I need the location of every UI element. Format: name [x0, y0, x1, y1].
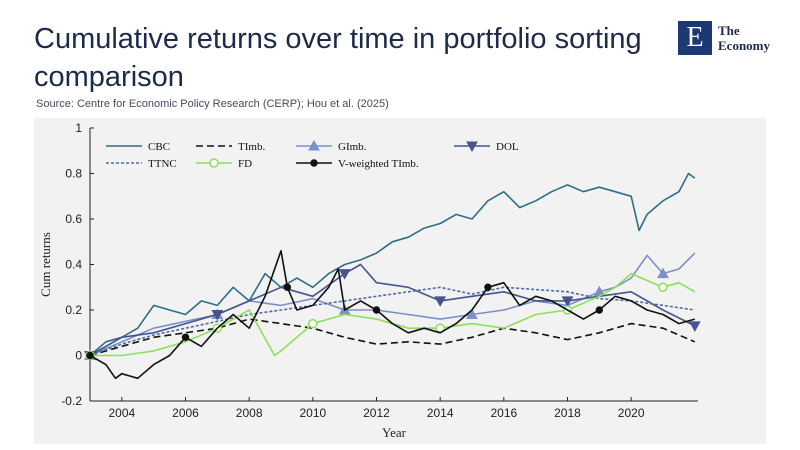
y-axis-title: Cum returns	[38, 232, 53, 297]
chart-panel: -0.2 0 0.2 0.4 0.6 0.8 1 2004 2006 2008 2010 2012 20…	[34, 118, 766, 444]
legend-marker-dol	[466, 141, 478, 153]
legend-label-gimb: GImb.	[338, 141, 367, 153]
series-marker-v-weighted-timb	[595, 306, 604, 314]
series-line-timb	[89, 318, 696, 357]
x-tick-label: 2016	[490, 406, 517, 420]
legend-marker-gimb	[308, 139, 320, 151]
series-marker-dol	[434, 296, 447, 307]
x-tick-label: 2020	[618, 406, 645, 420]
series-line-ttnc	[89, 286, 695, 357]
y-tick-label: 0.2	[65, 303, 82, 317]
x-axis-title: Year	[382, 425, 407, 440]
x-tick-label: 2014	[427, 406, 454, 420]
series-marker-dol	[561, 296, 574, 307]
legend-label-fd: FD	[238, 158, 252, 170]
series-line-gimb	[89, 252, 696, 357]
series-marker-dol	[688, 321, 701, 332]
series-marker-gimb	[657, 267, 669, 279]
x-tick-label: 2006	[172, 406, 199, 420]
x-tick-label: 2012	[363, 406, 390, 420]
series-marker-dol	[338, 269, 351, 280]
legend-marker-fd	[209, 158, 219, 168]
series-marker-v-weighted-timb	[283, 283, 292, 291]
legend-label-v-weighted-timb: V-weighted TImb.	[338, 158, 419, 170]
y-tick-label: 0.8	[65, 167, 82, 181]
x-tick-label: 2004	[108, 406, 135, 420]
cumulative-returns-chart: -0.2 0 0.2 0.4 0.6 0.8 1 2004 2006 2008 2010 2012 20…	[38, 121, 701, 440]
economy-logo-icon: E	[678, 21, 712, 55]
y-tick-label: 0	[75, 349, 82, 363]
legend-label-dol: DOL	[496, 141, 519, 153]
logo-line-1: The	[718, 23, 740, 38]
logo-wordmark: The Economy	[718, 23, 770, 53]
x-tick-label: 2010	[299, 406, 326, 420]
series-marker-fd	[658, 282, 668, 292]
series-line-v-weighted-timb	[89, 250, 696, 380]
series-line-fd	[90, 272, 696, 357]
legend-label-timb: TImb.	[238, 141, 265, 153]
x-tick-label: 2018	[554, 406, 581, 420]
legend-marker-v-weighted-timb	[310, 159, 318, 167]
series-marker-v-weighted-timb	[181, 333, 190, 342]
y-tick-label: 0.6	[65, 212, 82, 226]
series-marker-v-weighted-timb	[86, 351, 94, 360]
page-title: Cumulative returns over time in portfoli…	[34, 23, 642, 93]
series-marker-gimb	[466, 308, 478, 320]
y-tick-label: 1	[75, 121, 82, 135]
legend-label-cbc: CBC	[148, 141, 170, 153]
series-line-dol	[89, 263, 696, 357]
legend-label-ttnc: TTNC	[148, 158, 177, 170]
economy-logo: E The Economy	[678, 21, 774, 55]
y-tick-label: -0.2	[61, 394, 82, 408]
series-marker-dol	[211, 310, 224, 321]
series-marker-v-weighted-timb	[372, 306, 381, 314]
source-note: Source: Centre for Economic Policy Resea…	[36, 98, 389, 110]
series-marker-v-weighted-timb	[484, 283, 492, 291]
x-tick-label: 2008	[236, 406, 263, 420]
series-marker-fd	[308, 318, 318, 329]
series-line-cbc	[89, 172, 696, 357]
y-tick-label: 0.4	[65, 258, 82, 272]
logo-line-2: Economy	[718, 38, 770, 53]
